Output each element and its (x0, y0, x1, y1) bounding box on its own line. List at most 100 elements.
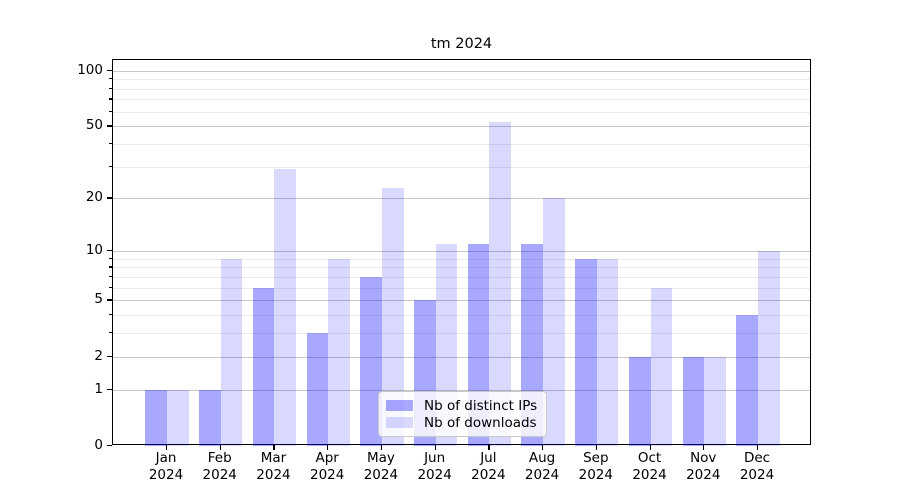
y-minor-tick-40 (109, 143, 112, 145)
x-tick-label-year: 2024 (524, 466, 560, 483)
y-tick-1 (106, 388, 112, 390)
x-tick-label-jul-2024: Jul 2024 (460, 450, 516, 483)
x-tick-label-month: Aug (528, 450, 556, 466)
y-minor-tick-90 (109, 78, 112, 80)
x-tick-label-jan-2024: Jan 2024 (138, 450, 194, 483)
plot-area (112, 58, 811, 446)
y-tick-label-20: 20 (85, 189, 103, 206)
y-minor-tick-70 (109, 98, 112, 100)
y-minor-tick-4 (109, 314, 112, 316)
gridline-minor-90 (113, 79, 810, 81)
legend-swatch-downloads (386, 417, 413, 428)
legend-swatch-distinct-ips (386, 400, 413, 411)
x-tick-label-month: Jan (155, 450, 177, 466)
x-tick-label-month: Feb (207, 450, 232, 466)
x-tick-label-month: Apr (315, 450, 339, 466)
y-tick-20 (106, 197, 112, 199)
x-tick-label-apr-2024: Apr 2024 (299, 450, 355, 483)
y-tick-100 (106, 69, 112, 71)
gridline-minor-3 (113, 333, 810, 335)
bar-downloads-apr (328, 258, 350, 446)
y-tick-5 (106, 299, 112, 301)
y-minor-tick-30 (109, 165, 112, 167)
x-tick-label-sep-2024: Sep 2024 (568, 450, 624, 483)
x-tick-label-year: 2024 (202, 466, 237, 483)
x-tick-may (380, 445, 383, 450)
x-tick-aug (542, 445, 544, 450)
x-tick-mar (273, 445, 275, 450)
x-tick-label-year: 2024 (739, 466, 775, 483)
y-minor-tick-7 (109, 275, 112, 278)
gridline-minor-70 (113, 99, 810, 101)
legend-label-downloads: Nb of downloads (424, 414, 537, 431)
bar-downloads-nov (704, 356, 726, 446)
chart-title: tm 2024 (430, 36, 493, 52)
gridline-major-1 (113, 389, 810, 391)
x-tick-feb (219, 445, 221, 450)
x-tick-jul (488, 445, 490, 450)
bar-downloads-sep (596, 258, 619, 446)
y-minor-tick-8 (109, 266, 112, 268)
x-tick-label-month: Dec (743, 450, 771, 466)
bar-distinct-ips-oct (628, 356, 651, 446)
x-tick-label-month: Mar (260, 450, 287, 466)
y-minor-tick-60 (109, 110, 112, 112)
x-tick-label-month: Jul (480, 450, 497, 466)
x-tick-dec (757, 445, 759, 450)
y-minor-tick-80 (109, 87, 112, 89)
x-tick-label-feb-2024: Feb 2024 (192, 450, 248, 483)
gridline-minor-7 (113, 276, 810, 278)
x-tick-jan (166, 445, 168, 450)
y-tick-label-5: 5 (94, 291, 103, 308)
y-tick-label-50: 50 (85, 117, 103, 134)
x-tick-oct (649, 445, 651, 450)
x-tick-label-may-2024: May 2024 (353, 450, 409, 483)
y-tick-label-1: 1 (94, 380, 103, 397)
bar-distinct-ips-dec (736, 315, 758, 446)
bar-distinct-ips-apr (306, 333, 329, 446)
x-tick-label-year: 2024 (632, 466, 667, 483)
bar-distinct-ips-mar (252, 287, 275, 446)
x-tick-label-month: Oct (637, 450, 662, 466)
x-tick-label-dec-2024: Dec 2024 (729, 450, 785, 483)
bar-distinct-ips-jan (145, 389, 167, 446)
x-tick-label-year: 2024 (363, 466, 399, 483)
gridline-minor-6 (113, 287, 810, 289)
x-tick-label-jun-2024: Jun 2024 (407, 450, 463, 483)
x-tick-label-month: Sep (583, 450, 609, 466)
bar-distinct-ips-sep (575, 258, 597, 446)
gridline-major-2 (113, 356, 810, 358)
x-tick-label-year: 2024 (471, 466, 506, 483)
gridline-major-5 (113, 300, 810, 302)
x-tick-label-year: 2024 (578, 466, 613, 483)
gridline-minor-30 (113, 166, 810, 168)
gridline-major-50 (113, 126, 810, 128)
x-tick-label-month: May (366, 450, 395, 466)
gridline-major-10 (113, 251, 810, 253)
x-tick-apr (327, 445, 329, 450)
y-tick-0 (106, 445, 112, 447)
x-tick-jun (434, 445, 436, 450)
y-tick-label-10: 10 (85, 242, 103, 259)
bar-downloads-jan (167, 389, 189, 446)
x-tick-label-year: 2024 (148, 466, 184, 483)
bar-distinct-ips-feb (199, 389, 221, 446)
y-tick-2 (106, 355, 112, 357)
x-tick-label-month: Jun (424, 450, 446, 466)
gridline-minor-60 (113, 111, 810, 113)
gridline-minor-80 (113, 88, 810, 90)
bar-downloads-oct (650, 287, 673, 446)
y-tick-label-2: 2 (94, 347, 103, 364)
y-minor-tick-9 (109, 257, 112, 259)
x-tick-label-month: Nov (690, 450, 717, 466)
y-tick-label-100: 100 (77, 61, 103, 78)
x-tick-label-nov-2024: Nov 2024 (675, 450, 731, 483)
bar-downloads-jul (489, 121, 511, 446)
x-tick-label-year: 2024 (256, 466, 291, 483)
bar-downloads-aug (543, 198, 565, 446)
y-tick-50 (106, 125, 112, 127)
bar-distinct-ips-may (360, 276, 382, 446)
x-tick-label-year: 2024 (686, 466, 721, 483)
x-tick-label-year: 2024 (309, 466, 345, 483)
legend: Nb of distinct IPs Nb of downloads (378, 391, 547, 437)
